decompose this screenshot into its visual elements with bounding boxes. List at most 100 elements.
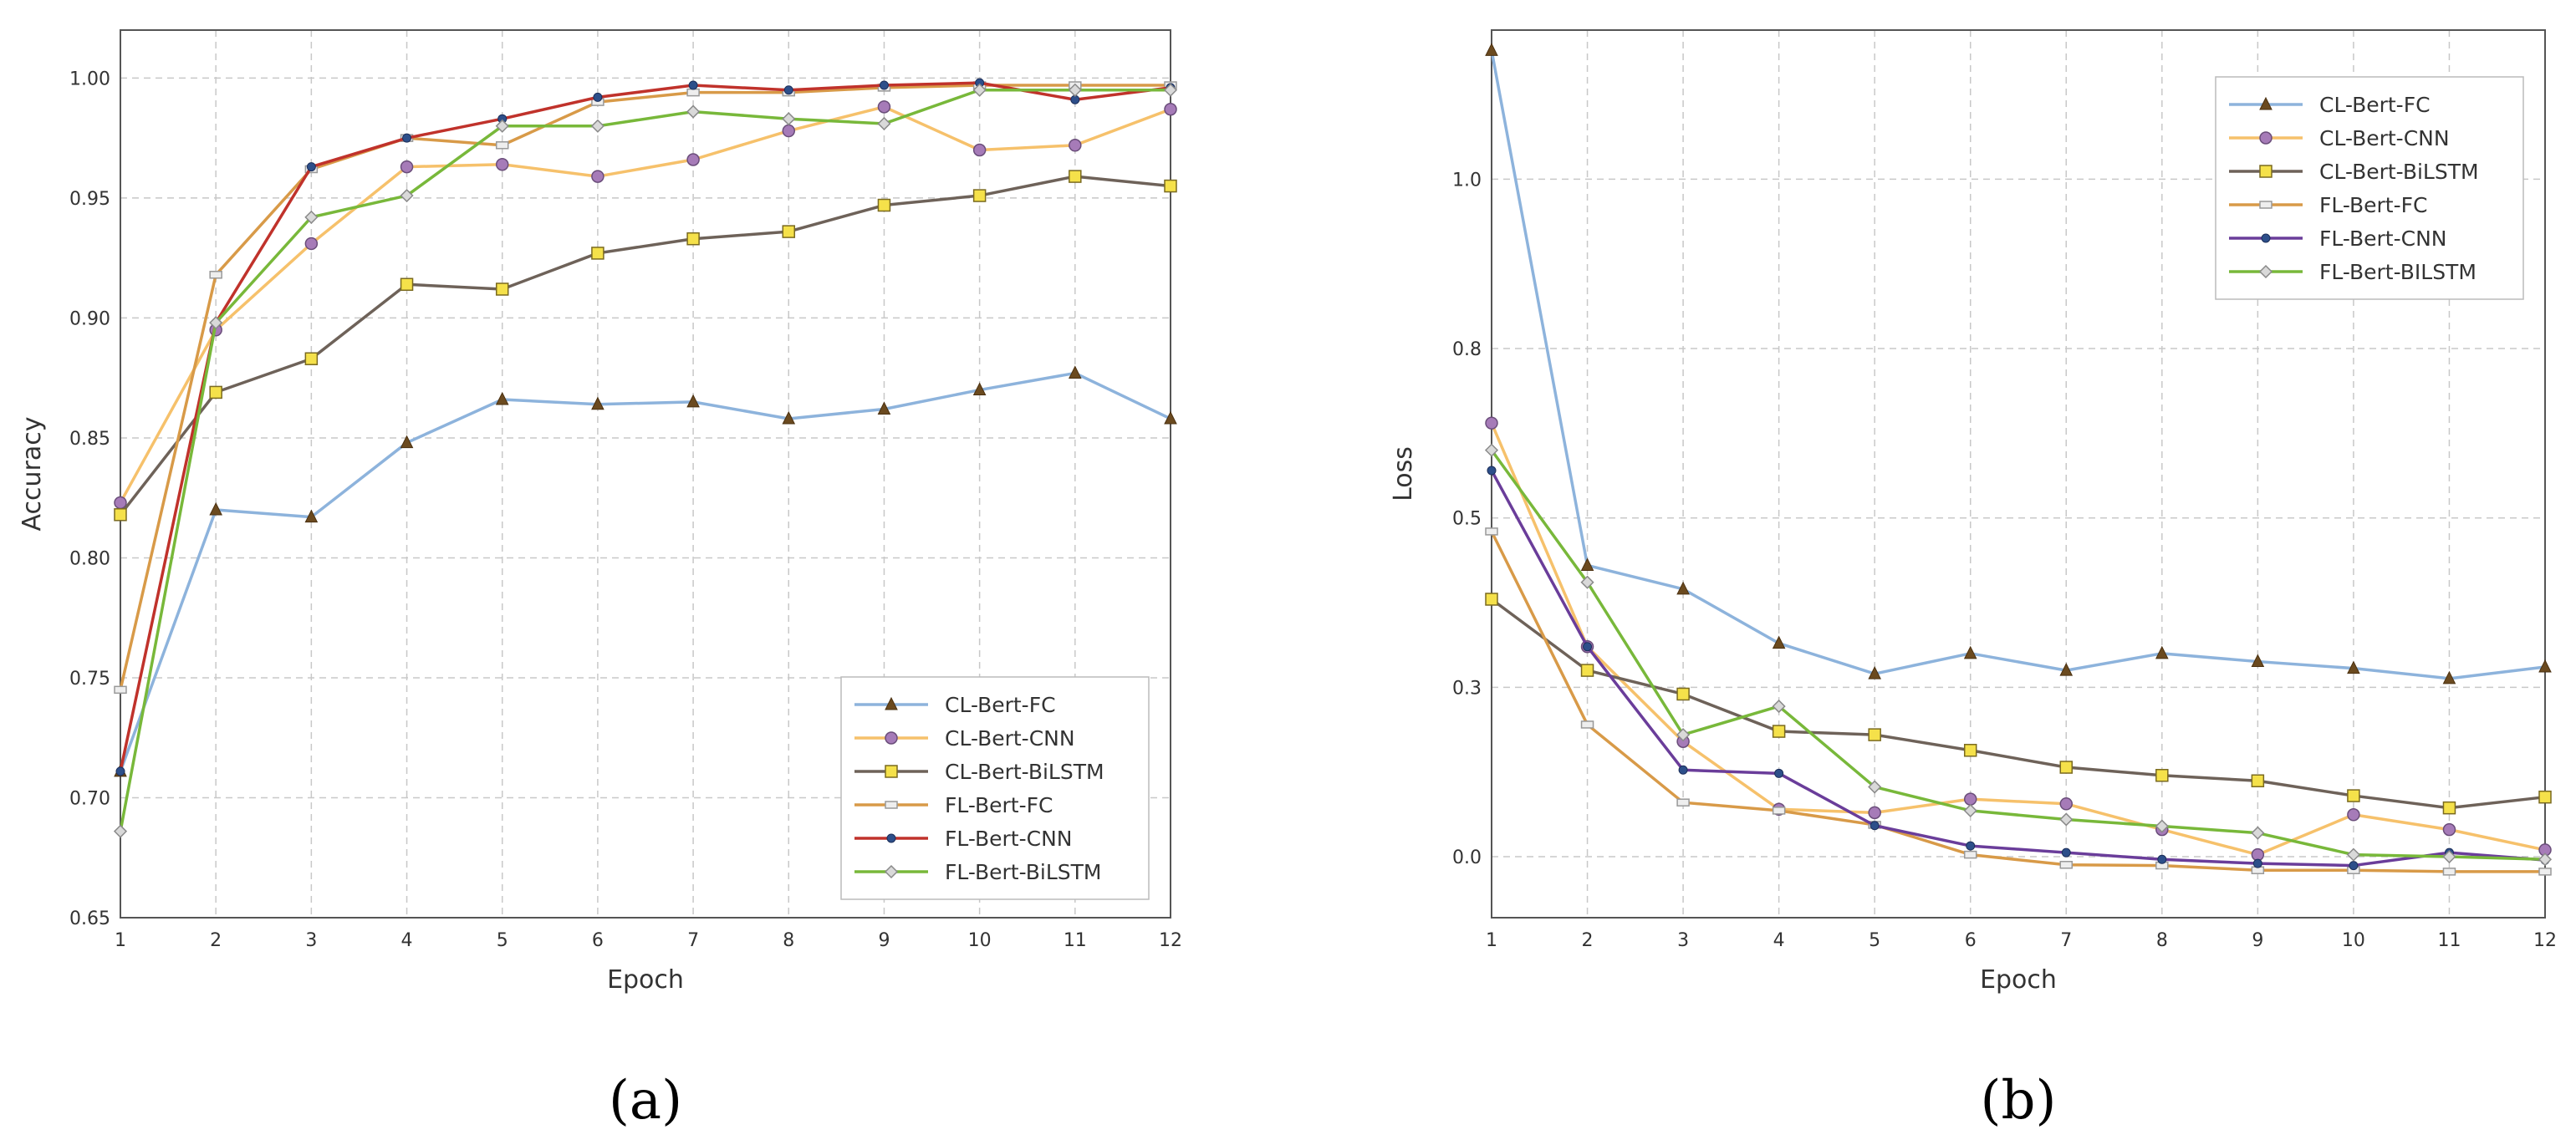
y-axis-label-a: Accuracy — [18, 417, 47, 532]
series-cl-bert-fc — [1485, 43, 2552, 685]
data-point-b-0-9 — [2347, 660, 2360, 674]
legend-label-b: CL-Bert-BiLSTM — [2319, 160, 2479, 184]
data-point-b-5-10 — [2442, 849, 2456, 864]
data-point-b-4-5 — [1966, 841, 1976, 851]
x-tick-label-a: 4 — [401, 930, 413, 951]
data-point-b-5-0 — [1484, 443, 1499, 457]
legend-a: CL-Bert-FC CL-Bert-CNN CL-Bert-BiLSTM FL-Be… — [840, 676, 1150, 900]
legend-label-b: CL-Bert-FC — [2319, 93, 2431, 117]
data-point-a-3-4 — [495, 141, 509, 150]
legend-marker-b-4 — [2261, 233, 2271, 243]
data-point-a-1-0 — [114, 496, 127, 510]
data-point-b-4-8 — [2252, 858, 2262, 868]
data-point-b-3-11 — [2538, 868, 2552, 876]
series-cl-bert-bilstm — [1485, 593, 2552, 815]
data-point-b-5-2 — [1676, 728, 1691, 742]
data-point-a-5-8 — [877, 116, 891, 131]
series-line-b-5 — [1490, 449, 2546, 862]
data-point-a-4-2 — [306, 162, 316, 172]
data-point-a-5-3 — [400, 188, 414, 203]
data-point-b-4-6 — [2061, 847, 2071, 858]
data-point-a-0-5 — [591, 396, 604, 410]
data-point-b-4-0 — [1487, 466, 1497, 476]
data-point-b-4-3 — [1774, 768, 1784, 778]
panel-label-a: (a) — [609, 1070, 682, 1132]
data-point-b-3-2 — [1676, 798, 1690, 807]
data-point-b-3-0 — [1485, 527, 1498, 536]
x-tick-label-b: 6 — [1965, 930, 1977, 951]
data-point-a-5-1 — [209, 316, 223, 330]
legend-label-b: FL-Bert-CNN — [2319, 226, 2447, 251]
series-line-b-0 — [1490, 50, 2546, 680]
legend-label-a: FL-Bert-CNN — [945, 827, 1073, 851]
y-tick-label-b: 0.3 — [1452, 678, 1482, 699]
data-point-b-2-7 — [2155, 769, 2169, 782]
x-axis-label-b: Epoch — [1980, 965, 2057, 995]
data-point-b-0-7 — [2155, 645, 2169, 659]
data-point-b-1-6 — [2059, 797, 2074, 811]
legend-label-b: CL-Bert-CNN — [2319, 126, 2450, 150]
data-point-b-2-3 — [1772, 725, 1786, 738]
data-point-a-2-5 — [591, 247, 604, 260]
y-tick-label-b: 1.0 — [1452, 170, 1482, 191]
data-point-a-1-6 — [686, 153, 700, 166]
data-point-a-1-8 — [877, 100, 891, 114]
data-point-b-0-4 — [1868, 666, 1881, 679]
legend-marker-a-4 — [886, 833, 896, 843]
x-axis-label-a: Epoch — [607, 965, 684, 995]
data-point-a-2-3 — [400, 277, 414, 291]
data-point-b-0-2 — [1676, 581, 1690, 595]
legend-marker-a-0 — [885, 696, 898, 710]
data-point-a-3-6 — [686, 88, 700, 97]
legend-marker-b-0 — [2259, 96, 2272, 110]
x-tick-label-b: 5 — [1869, 930, 1880, 951]
data-point-b-0-0 — [1485, 43, 1498, 56]
legend-box-a — [840, 676, 1150, 900]
data-point-a-5-0 — [113, 824, 128, 838]
data-point-a-1-11 — [1164, 102, 1177, 116]
legend-b: CL-Bert-FC CL-Bert-CNN CL-Bert-BiLSTM FL-Be… — [2215, 76, 2524, 300]
data-point-a-1-5 — [591, 170, 604, 183]
series-line-a-2 — [119, 175, 1171, 516]
loss-chart: 1 2 3 4 5 6 7 8 9 10 11 120.00.30.50.81.0EpochLossC… — [1389, 29, 2557, 1132]
data-point-b-5-9 — [2346, 847, 2360, 862]
data-point-b-2-9 — [2347, 789, 2360, 802]
x-tick-label-b: 4 — [1773, 930, 1785, 951]
y-tick-label-a: 1.00 — [69, 69, 110, 89]
data-point-b-2-4 — [1868, 728, 1881, 741]
y-tick-label-b: 0.0 — [1452, 847, 1482, 868]
data-point-a-2-4 — [495, 282, 509, 296]
data-point-b-1-9 — [2347, 808, 2360, 822]
data-point-b-0-8 — [2251, 654, 2265, 668]
series-cl-bert-bilstm — [114, 170, 1177, 522]
data-point-a-1-9 — [972, 143, 987, 157]
x-tick-label-b: 11 — [2437, 930, 2461, 951]
data-point-b-0-10 — [2442, 670, 2456, 685]
series-line-a-1 — [119, 105, 1171, 504]
y-tick-label-a: 0.85 — [69, 429, 110, 450]
legend-marker-b-1 — [2259, 131, 2272, 145]
axes-frame-a — [120, 29, 1171, 919]
data-point-b-0-1 — [1580, 557, 1594, 571]
data-point-b-5-6 — [2059, 812, 2074, 827]
data-point-a-0-10 — [1069, 365, 1082, 379]
x-tick-label-b: 8 — [2156, 930, 2168, 951]
data-point-b-5-5 — [1963, 803, 1977, 817]
x-tick-label-a: 7 — [687, 930, 699, 951]
data-point-a-2-7 — [782, 225, 796, 238]
data-point-b-5-11 — [2538, 852, 2553, 867]
data-point-b-0-6 — [2059, 662, 2074, 676]
data-point-b-4-4 — [1870, 821, 1880, 831]
data-point-a-0-2 — [304, 509, 319, 523]
x-tick-label-b: 3 — [1677, 930, 1689, 951]
x-tick-label-b: 9 — [2252, 930, 2263, 951]
data-point-b-2-10 — [2442, 801, 2456, 815]
data-point-b-2-8 — [2251, 774, 2265, 787]
data-point-a-1-2 — [304, 237, 319, 251]
legend-marker-a-2 — [885, 765, 898, 778]
x-tick-label-a: 6 — [592, 930, 604, 951]
data-point-b-2-0 — [1485, 593, 1498, 606]
data-point-b-5-7 — [2155, 819, 2169, 833]
y-tick-label-a: 0.90 — [69, 308, 110, 329]
data-point-a-2-11 — [1164, 179, 1177, 193]
